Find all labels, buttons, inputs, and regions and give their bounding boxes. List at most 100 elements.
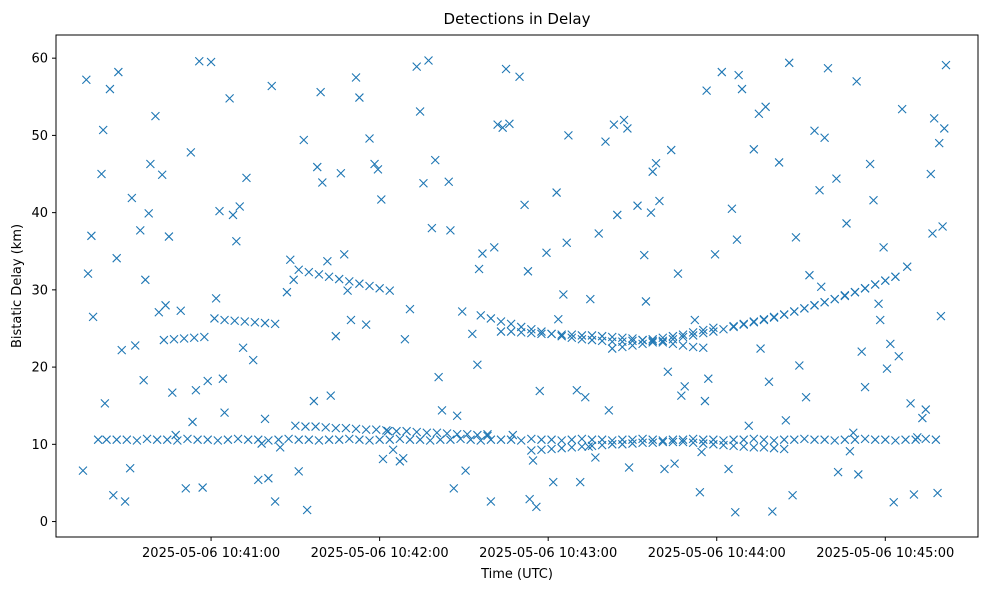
data-point [638, 339, 647, 349]
data-point [132, 436, 142, 445]
data-point [321, 422, 331, 432]
data-point [375, 283, 385, 293]
data-point [860, 382, 870, 392]
data-point [444, 177, 454, 187]
data-point [161, 300, 170, 310]
data-point [93, 435, 103, 445]
data-point [98, 125, 108, 135]
data-point [815, 185, 824, 195]
data-point [865, 159, 875, 169]
data-point [929, 114, 939, 123]
data-point [535, 386, 545, 396]
data-point [737, 84, 747, 94]
data-point [446, 435, 455, 445]
data-point [412, 427, 422, 437]
data-point [628, 336, 637, 346]
data-point [506, 435, 516, 445]
data-point [891, 272, 900, 282]
data-point [412, 62, 422, 72]
data-point [478, 249, 487, 258]
data-point [385, 435, 395, 445]
data-point [917, 413, 927, 423]
data-point [233, 434, 243, 444]
data-point [853, 470, 863, 479]
data-point [243, 435, 253, 445]
data-point [383, 426, 393, 436]
data-point [619, 115, 629, 125]
data-point [344, 276, 354, 286]
data-points [78, 56, 951, 517]
data-point [395, 434, 405, 444]
data-point [710, 249, 720, 259]
data-point [334, 435, 344, 445]
data-point [912, 432, 922, 442]
data-point [309, 396, 319, 406]
data-point [142, 434, 152, 444]
plot-frame [55, 34, 979, 538]
data-point [779, 310, 789, 319]
data-point [419, 178, 428, 188]
data-point [734, 70, 744, 80]
data-point [430, 155, 440, 165]
data-point [343, 286, 352, 296]
data-point [355, 435, 364, 445]
y-tick-label: 40 [31, 206, 48, 221]
data-point [285, 255, 295, 265]
data-point [203, 376, 213, 386]
x-tick-label: 2025-05-06 10:44:00 [648, 546, 786, 561]
data-point [784, 58, 794, 68]
data-point [769, 312, 779, 322]
data-point [361, 425, 371, 435]
data-point [496, 317, 506, 326]
data-point [931, 435, 941, 445]
data-point [668, 437, 678, 447]
data-point [427, 223, 437, 233]
data-point [820, 435, 830, 445]
data-point [456, 434, 465, 444]
data-point [299, 135, 309, 145]
data-point [112, 253, 122, 263]
data-point [462, 429, 472, 439]
data-point [641, 297, 651, 306]
data-point [312, 162, 322, 172]
data-point [617, 435, 627, 445]
data-point [587, 441, 597, 451]
data-point [921, 434, 931, 444]
data-point [422, 428, 432, 438]
data-point [238, 343, 248, 353]
data-point [597, 336, 607, 346]
data-point [901, 435, 910, 445]
data-point [97, 169, 106, 179]
data-point [769, 443, 779, 453]
data-point [934, 138, 944, 148]
data-point [378, 454, 388, 464]
data-point [708, 439, 718, 449]
data-point [597, 440, 607, 450]
data-point [274, 435, 283, 445]
data-point [220, 408, 229, 418]
data-point [698, 343, 708, 353]
data-point [263, 436, 273, 445]
data-point [698, 439, 708, 448]
data-point [567, 330, 577, 340]
data-point [648, 167, 658, 177]
data-point [658, 333, 668, 343]
chart-title-text: Detections in Delay [444, 10, 591, 28]
data-point [473, 360, 482, 370]
data-point [926, 169, 936, 179]
data-point [474, 264, 484, 274]
data-point [120, 497, 130, 506]
data-point [651, 158, 661, 168]
data-point [473, 430, 482, 440]
data-point [848, 428, 858, 438]
data-point [673, 269, 683, 279]
data-point [698, 325, 708, 335]
data-point [759, 435, 769, 445]
data-point [193, 435, 202, 445]
data-point [678, 332, 688, 342]
data-point [729, 435, 738, 445]
data-point [860, 434, 870, 444]
data-point [331, 331, 341, 341]
data-point [526, 324, 536, 334]
